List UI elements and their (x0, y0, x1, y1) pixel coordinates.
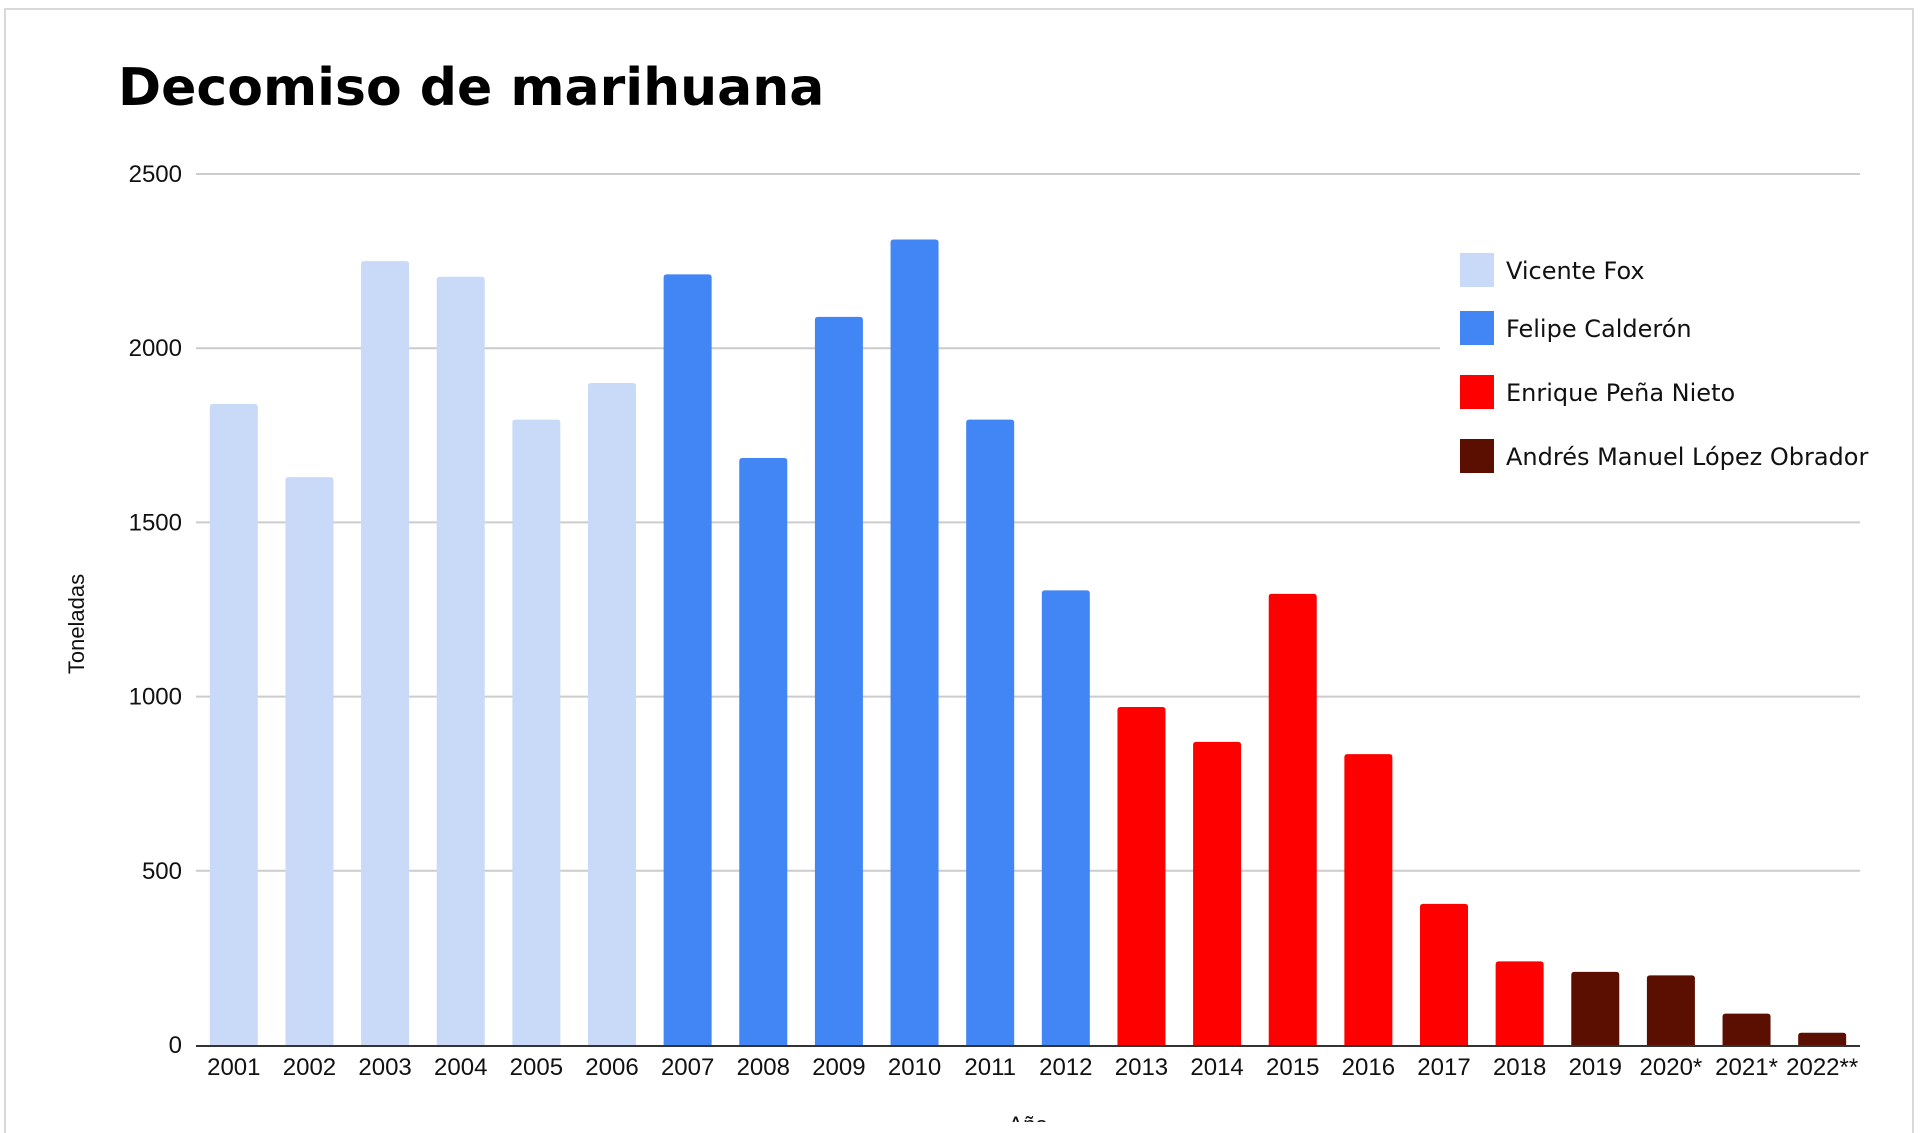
bar-2015 (1268, 593, 1317, 1045)
x-tick-label: 2012 (1039, 1054, 1092, 1081)
x-tick-label: 2015 (1266, 1054, 1319, 1081)
legend-label: Felipe Calderón (1506, 315, 1692, 343)
x-tick-label: 2003 (358, 1054, 411, 1081)
bars (209, 239, 1847, 1046)
x-tick-label: 2011 (964, 1054, 1016, 1081)
bar-2014 (1193, 741, 1242, 1045)
x-tick-label: 2007 (661, 1054, 714, 1081)
x-tick-label: 2013 (1115, 1054, 1168, 1081)
bar-2021* (1722, 1013, 1771, 1045)
legend: Vicente Fox Felipe Calderón Enrique Peña N… (1460, 253, 1868, 473)
legend-swatch (1460, 439, 1494, 473)
x-tick-label: 2001 (207, 1054, 260, 1081)
bar-2011 (966, 419, 1015, 1045)
x-tick-label: 2022** (1786, 1054, 1858, 1081)
y-tick-label: 1500 (129, 509, 182, 536)
x-axis-ticks: 2001 2002 2003 2004 2005 2006 2007 2008 2009 2010… (207, 1054, 1858, 1081)
legend-swatch (1460, 311, 1494, 345)
bar-2009 (814, 316, 863, 1045)
bar-2016 (1344, 754, 1393, 1045)
y-axis-ticks: 0 500 1000 1500 2000 2500 (129, 161, 182, 1059)
x-tick-label: 2006 (585, 1054, 638, 1081)
y-tick-label: 2500 (129, 161, 182, 188)
bar-2019 (1571, 971, 1620, 1045)
y-tick-label: 500 (142, 858, 182, 885)
bar-2002 (285, 477, 334, 1045)
x-tick-label: 2009 (812, 1054, 865, 1081)
chart-title: Decomiso de marihuana (118, 58, 825, 118)
bar-2005 (512, 419, 561, 1045)
x-tick-label: 2020* (1640, 1054, 1703, 1081)
bar-2020* (1646, 975, 1695, 1045)
y-axis-title: Toneladas (64, 574, 89, 674)
legend-swatch (1460, 375, 1494, 409)
bar-2006 (588, 383, 636, 1045)
x-tick-label: 2016 (1342, 1054, 1395, 1081)
x-tick-label: 2018 (1493, 1054, 1546, 1081)
x-tick-label: 2008 (737, 1054, 790, 1081)
y-tick-label: 1000 (129, 684, 182, 711)
legend-label: Enrique Peña Nieto (1506, 379, 1735, 407)
bar-2022** (1798, 1032, 1847, 1045)
y-tick-label: 2000 (129, 335, 182, 362)
bar-2012 (1041, 590, 1090, 1045)
x-axis-title: Año (1008, 1112, 1047, 1122)
bar-2010 (890, 239, 939, 1045)
x-tick-label: 2002 (283, 1054, 336, 1081)
bar-2013 (1117, 707, 1166, 1045)
bar-2003 (361, 261, 410, 1046)
x-tick-label: 2010 (888, 1054, 941, 1081)
y-tick-label: 0 (169, 1032, 182, 1059)
x-tick-label: 2017 (1417, 1054, 1470, 1081)
bar-2007 (663, 274, 712, 1045)
x-tick-label: 2021* (1715, 1054, 1778, 1081)
legend-swatch (1460, 253, 1494, 287)
x-tick-label: 2014 (1190, 1054, 1243, 1081)
chart-frame (4, 8, 1914, 1133)
x-tick-label: 2004 (434, 1054, 487, 1081)
x-tick-label: 2019 (1569, 1054, 1622, 1081)
bar-2008 (739, 457, 788, 1045)
bar-2001 (209, 403, 258, 1046)
legend-label: Andrés Manuel López Obrador (1506, 443, 1868, 471)
bar-2017 (1420, 903, 1468, 1045)
legend-label: Vicente Fox (1506, 257, 1645, 285)
bar-2018 (1495, 961, 1544, 1045)
bar-2004 (436, 276, 485, 1045)
x-tick-label: 2005 (510, 1054, 563, 1081)
